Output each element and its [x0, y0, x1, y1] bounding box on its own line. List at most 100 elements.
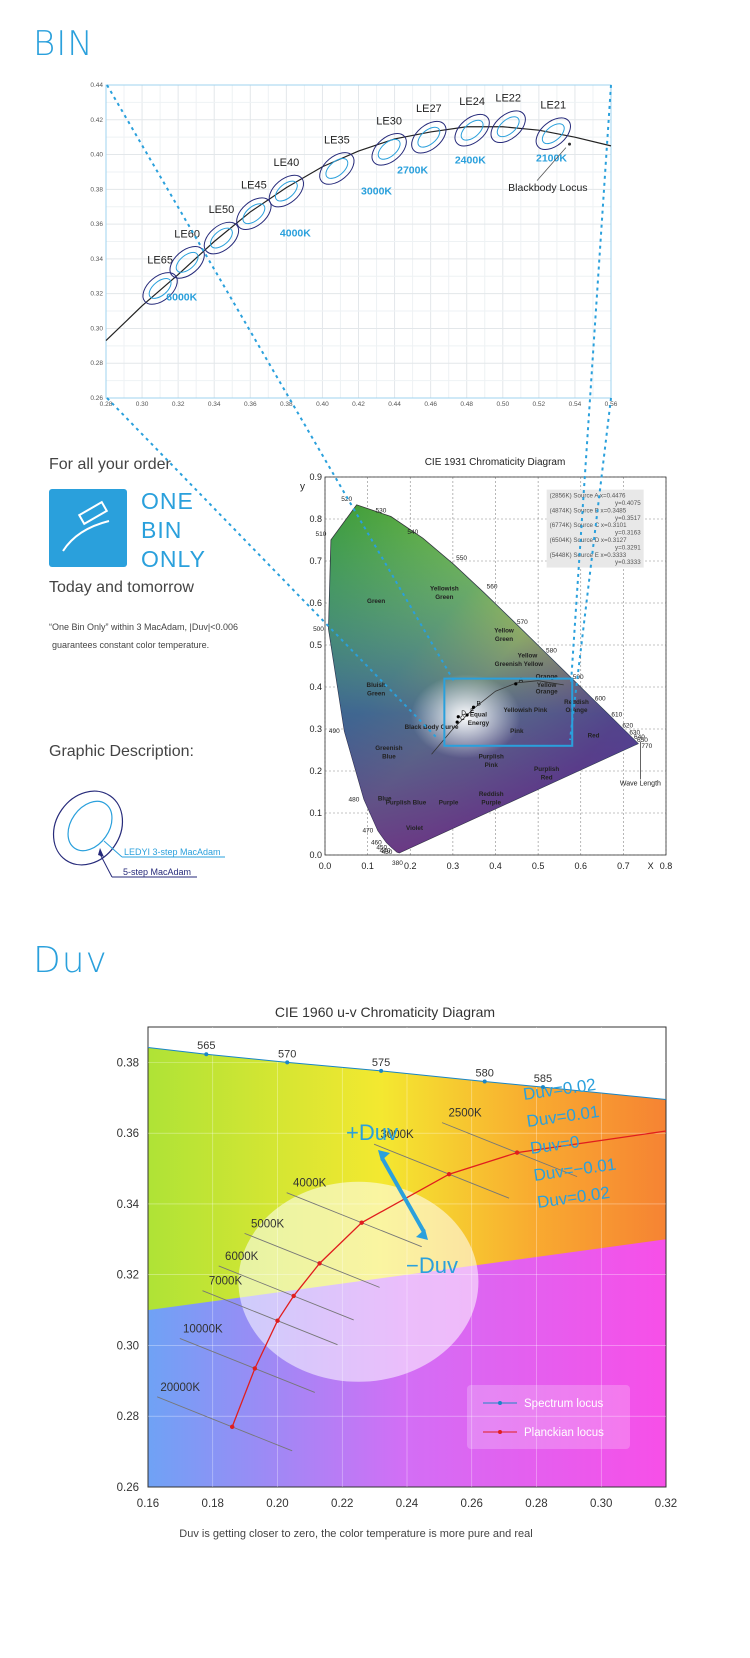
source-point — [471, 705, 476, 709]
note-line-1: “One Bin Only” within 3 MacAdam, |Duv|<0… — [49, 622, 239, 632]
x-tick-label: 0.22 — [331, 1498, 353, 1510]
source-point-label: A — [519, 677, 524, 684]
x-tick-label: 0.28 — [525, 1498, 547, 1510]
isotherm-line — [218, 1265, 354, 1321]
legend-label-planckian: Planckian locus — [524, 1427, 604, 1439]
isotherm-label: 7000K — [209, 1276, 243, 1288]
annotation-dot — [568, 142, 572, 146]
isotherm-label: 10000K — [183, 1323, 223, 1335]
isotherm-label: 5000K — [251, 1218, 285, 1230]
x-tick-label: 0.4 — [489, 861, 502, 871]
region-label: Equal — [470, 711, 487, 718]
region-label: Yellowish Pink — [503, 707, 547, 714]
x-tick-label: 0.18 — [202, 1498, 224, 1510]
spectrum-locus-point — [540, 1085, 545, 1090]
spectrum-wavelength-label: 580 — [476, 1067, 494, 1079]
wavelength-label: 480 — [348, 796, 359, 803]
x-tick-label: 0.28 — [100, 401, 113, 408]
wavelength-label: 490 — [329, 728, 340, 735]
duv-arrow-down-head-icon — [416, 1229, 428, 1240]
inner-ellipse-icon — [67, 800, 113, 852]
source-point — [455, 720, 459, 724]
legend-outer-label: 5-step MacAdam — [123, 867, 191, 877]
bin-chart: 0.28 0.30 0.32 0.34 0.36 0.38 0.40 0.42 0.44 0.46… — [90, 82, 617, 408]
sources-legend-line: y=0.3291 — [615, 544, 641, 551]
duv-section-title: Duv — [33, 940, 108, 981]
x-tick-label: 0.52 — [533, 401, 546, 408]
cct-label: 2700K — [397, 165, 428, 177]
x-tick-label: 0.3 — [447, 861, 460, 871]
x-tick-label: 0.44 — [388, 401, 401, 408]
tagline: For all your order — [49, 456, 171, 473]
cct-label: 4000K — [280, 227, 311, 239]
annotation-leader — [536, 147, 567, 181]
x-tick-label: 0.6 — [574, 861, 587, 871]
source-point — [514, 682, 518, 686]
wavelength-label: 440 — [380, 847, 391, 854]
legend-box — [467, 1385, 630, 1449]
outer-ellipse — [535, 117, 571, 150]
y-tick-label: 0.8 — [309, 514, 322, 524]
sources-legend-line: y=0.3517 — [615, 515, 641, 522]
inner-ellipse — [325, 158, 349, 179]
region-label: Pink — [485, 762, 499, 769]
sources-legend-line: (2856K) Source A x=0.4476 — [550, 493, 626, 500]
isotherm-label: 3000K — [380, 1129, 414, 1141]
spectrum-wavelength-label: 570 — [278, 1048, 296, 1060]
region-label: Orange — [536, 674, 559, 681]
bin-ellipse-le21 — [535, 117, 571, 150]
region-label: Blue — [378, 795, 392, 802]
region-label: Black Body Curve — [405, 724, 459, 731]
sources-legend-line: y=0.3333 — [615, 559, 641, 566]
y-tick-label: 0.32 — [90, 291, 103, 298]
wave-length-label: Wave Length — [620, 781, 661, 788]
x-tick-label: 0.16 — [137, 1498, 159, 1510]
x-tick-label: 0.26 — [461, 1498, 483, 1510]
region-label: Green — [495, 636, 513, 643]
region-label: Bluish — [367, 682, 386, 689]
y-tick-label: 0.28 — [90, 360, 103, 367]
wavelength-label: 430 — [382, 849, 393, 856]
source-point-label: C — [460, 715, 465, 722]
x-tick-label: 0.8 — [660, 861, 673, 871]
y-tick-label: 0.40 — [90, 152, 103, 159]
region-label: Orange — [536, 688, 559, 695]
planckian-point — [317, 1261, 322, 1266]
planckian-point — [252, 1366, 258, 1371]
x-tick-label: 0.42 — [352, 401, 365, 408]
outer-ellipse — [490, 110, 526, 144]
y-tick-label: 0.9 — [309, 472, 322, 482]
x-axis-label: X — [648, 861, 654, 871]
planckian-point — [359, 1220, 364, 1225]
cie1960-chart: 565 570 575 580 585 20000K 10000K 7000K 6000K 500… — [117, 1004, 678, 1540]
y-tick-label: 0.28 — [117, 1411, 139, 1423]
bin-label: LE30 — [376, 115, 402, 127]
bin-label: LE35 — [324, 134, 350, 146]
x-tick-label: 0.20 — [266, 1498, 288, 1510]
source-point — [465, 713, 469, 717]
isotherm-line — [179, 1338, 316, 1393]
y-tick-label: 0.30 — [90, 325, 103, 332]
region-label: Reddish — [564, 699, 589, 706]
wavelength-label: 610 — [611, 712, 622, 719]
x-tick-label: 0.40 — [316, 401, 329, 408]
isotherm-label: 4000K — [293, 1178, 327, 1190]
bin-label: LE60 — [174, 228, 200, 240]
region-label: Reddish — [479, 791, 504, 798]
macadam-legend: LEDYI 3-step MacAdam 5-step MacAdam — [52, 790, 225, 878]
isotherm-label: 6000K — [225, 1251, 259, 1263]
duv-arrow-up-head-icon — [378, 1150, 390, 1161]
isotherm-line — [202, 1290, 338, 1346]
inner-ellipse — [210, 227, 233, 249]
y-tick-label: 0.34 — [90, 256, 103, 263]
wavelength-label: 470 — [362, 828, 373, 835]
cct-label: 2400K — [455, 154, 486, 166]
y-tick-label: 0.6 — [309, 598, 322, 608]
region-label: Violet — [406, 825, 424, 832]
x-tick-label: 0.46 — [424, 401, 437, 408]
x-tick-label: 0.30 — [136, 401, 149, 408]
x-tick-label: 0.48 — [460, 401, 473, 408]
x-tick-label: 0.32 — [172, 401, 185, 408]
x-tick-label: 0.5 — [532, 861, 545, 871]
